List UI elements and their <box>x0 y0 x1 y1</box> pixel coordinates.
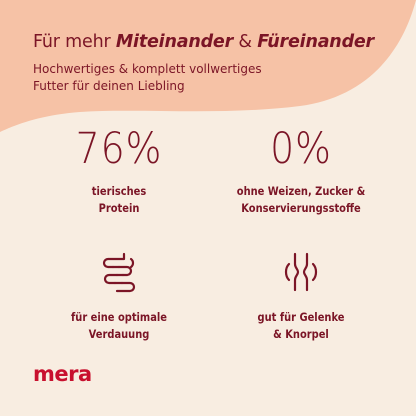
subline-line-2: Futter für deinen Liebling <box>33 79 185 93</box>
free-from-caption-line-1: ohne Weizen, Zucker & <box>236 184 366 198</box>
header: Für mehr Miteinander & Füreinander Hochw… <box>33 32 374 95</box>
free-from-percentage: 0% <box>270 124 332 174</box>
joints-caption-line-2: & Knorpel <box>273 327 329 341</box>
headline-emphasis-miteinander: Miteinander <box>115 32 234 52</box>
digestion-caption-line-2: Verdauung <box>88 327 150 341</box>
feature-digestion: für eine optimale Verdauung <box>29 250 209 343</box>
protein-caption-line-1: tierisches <box>91 184 147 198</box>
headline-ampersand: & <box>233 32 258 52</box>
headline-emphasis-fuereinander: Füreinander <box>257 32 374 52</box>
joint-icon <box>284 252 318 292</box>
free-from-caption-line-2: Konservierungsstoffe <box>241 201 361 215</box>
free-from-caption: ohne Weizen, Zucker & Konservierungsstof… <box>224 183 379 217</box>
digestion-caption: für eine optimale Verdauung <box>42 309 197 343</box>
joints-caption: gut für Gelenke & Knorpel <box>224 309 379 343</box>
intestine-icon <box>102 252 136 293</box>
headline-prefix: Für mehr <box>33 32 116 52</box>
feature-joints: gut für Gelenke & Knorpel <box>211 250 391 343</box>
subline: Hochwertiges & komplett vollwertiges Fut… <box>33 61 293 95</box>
feature-free-from: 0% ohne Weizen, Zucker & Konservierungss… <box>211 127 391 217</box>
headline: Für mehr Miteinander & Füreinander <box>33 32 374 52</box>
digestion-caption-line-1: für eine optimale <box>70 310 168 324</box>
joints-caption-line-1: gut für Gelenke <box>257 310 345 324</box>
protein-percentage: 76% <box>75 124 163 174</box>
subline-line-1: Hochwertiges & komplett vollwertiges <box>33 62 262 76</box>
mera-logo: mera <box>33 362 92 386</box>
feature-protein: 76% tierisches Protein <box>29 127 209 217</box>
protein-caption-line-2: Protein <box>98 201 140 215</box>
protein-caption: tierisches Protein <box>42 183 197 217</box>
